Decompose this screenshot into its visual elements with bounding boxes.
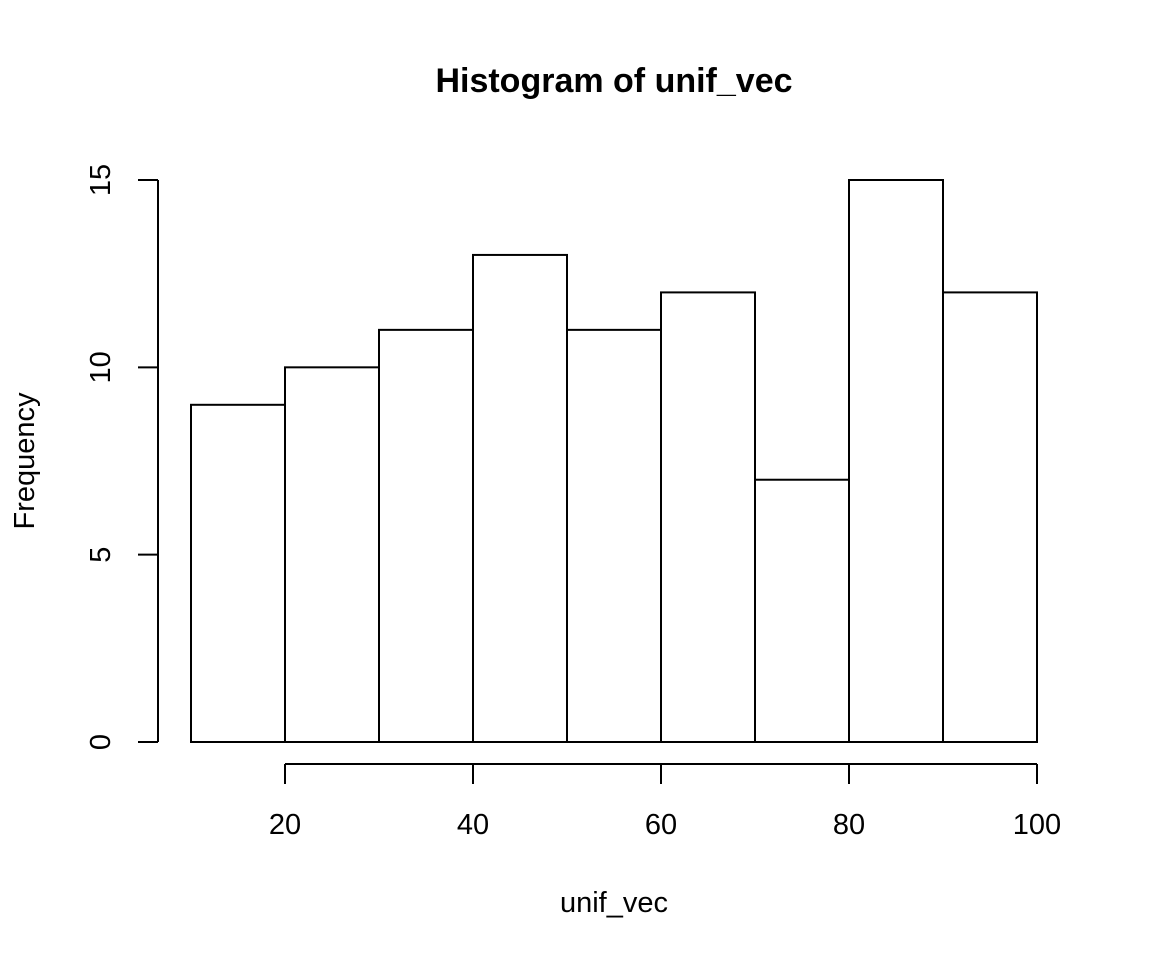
histogram-bar-9	[942, 291, 1038, 743]
chart-title: Histogram of unif_vec	[435, 62, 792, 100]
histogram-bar-2	[284, 366, 380, 743]
y-tick-label: 10	[85, 351, 117, 383]
y-tick-label: 15	[85, 164, 117, 196]
y-tick-label: 5	[85, 547, 117, 563]
histogram-bar-5	[566, 328, 662, 743]
histogram-bar-6	[660, 291, 756, 743]
y-tick-label: 0	[85, 734, 117, 750]
histogram-bar-8	[848, 179, 944, 743]
x-tick-label: 20	[269, 809, 301, 841]
bars-group	[190, 179, 1038, 744]
x-axis-label: unif_vec	[560, 887, 668, 919]
histogram-bar-4	[472, 253, 568, 744]
x-tick-label: 60	[645, 809, 677, 841]
histogram-bar-1	[190, 403, 286, 743]
x-tick-label: 100	[1013, 809, 1061, 841]
x-tick-label: 40	[457, 809, 489, 841]
y-axis-label: Frequency	[9, 392, 41, 530]
histogram-bar-7	[754, 478, 850, 743]
x-tick-label: 80	[833, 809, 865, 841]
x-axis: 20 40 60 80 100	[269, 763, 1061, 841]
histogram-bar-3	[378, 328, 474, 743]
y-axis: 0 5 10 15	[85, 164, 159, 750]
